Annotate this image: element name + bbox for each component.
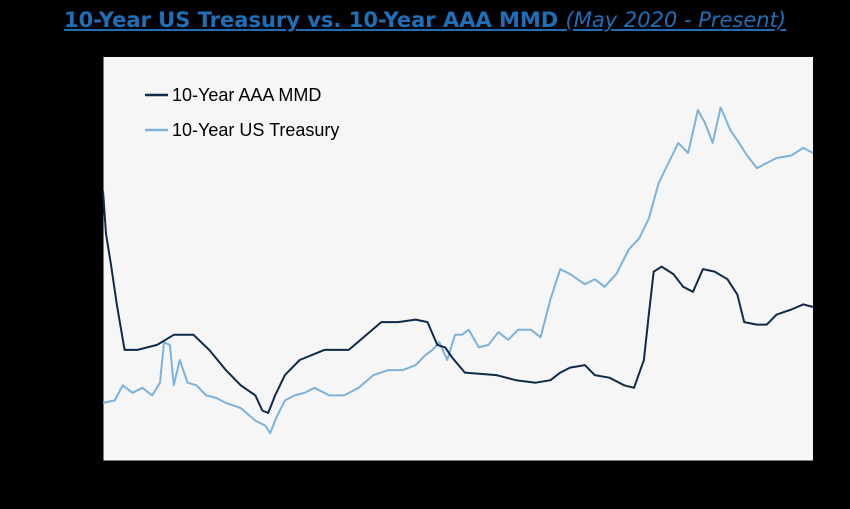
axes [97,56,813,467]
legend-label-treasury: 10-Year US Treasury [172,120,339,140]
legend-label-mmd: 10-Year AAA MMD [172,85,321,105]
series-layer [102,106,814,435]
plot-area [103,57,813,461]
chart-title: 10-Year US Treasury vs. 10-Year AAA MMD … [0,8,850,32]
series-line-treasury [102,106,814,435]
chart-subtitle: (May 2020 - Present) [565,8,787,32]
series-line-mmd [102,190,814,414]
chart-title-main: 10-Year US Treasury vs. 10-Year AAA MMD [63,8,559,32]
legend: 10-Year AAA MMD 10-Year US Treasury [145,85,339,140]
